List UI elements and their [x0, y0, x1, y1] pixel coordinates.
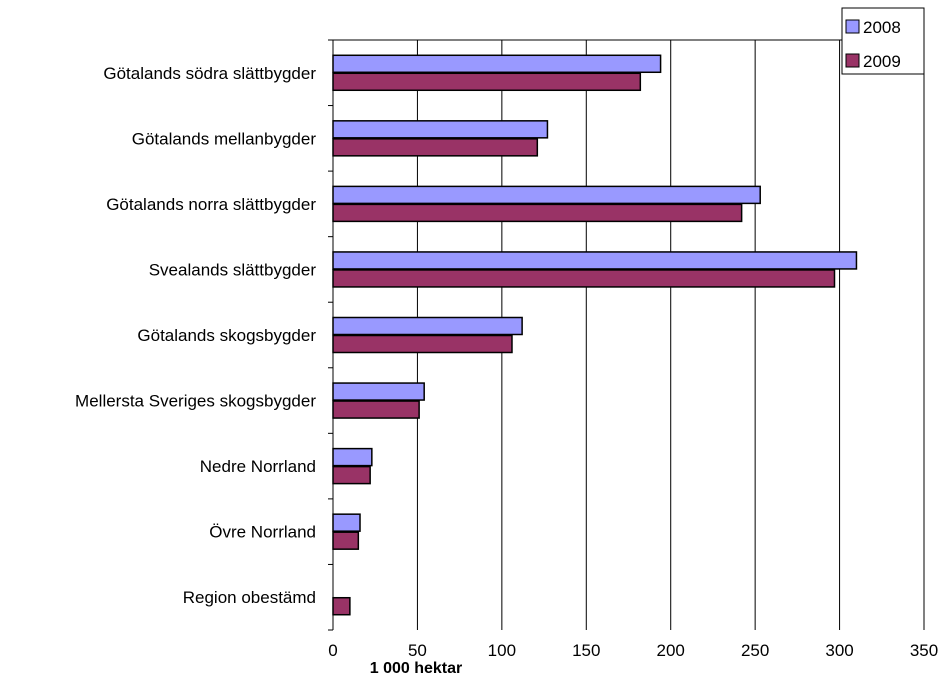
- x-tick-label-7: 350: [910, 641, 938, 660]
- legend-swatch-2009: [845, 53, 860, 68]
- x-axis-title: 1 000 hektar: [370, 660, 463, 677]
- bar-2009-6: [332, 465, 371, 485]
- bar-2008-1: [332, 120, 549, 139]
- x-tick-label-1: 50: [408, 641, 427, 660]
- bar-2008-7: [332, 513, 361, 532]
- bar-2008-0: [332, 54, 662, 74]
- category-label-7: Övre Norrland: [209, 523, 316, 542]
- x-tick-label-4: 200: [657, 641, 685, 660]
- x-tick-label-2: 100: [488, 641, 516, 660]
- category-label-0: Götalands södra slättbygder: [103, 64, 316, 83]
- bar-2008-2: [332, 185, 761, 205]
- category-labels: Götalands södra slättbygder Götalands mel…: [75, 64, 316, 607]
- axes: [328, 39, 334, 631]
- bar-2008-6: [332, 447, 373, 467]
- x-tick-label-0: 0: [328, 641, 337, 660]
- x-tick-label-3: 150: [572, 641, 600, 660]
- x-tick-label-6: 300: [825, 641, 853, 660]
- legend-swatch-2008: [845, 19, 860, 34]
- category-label-4: Götalands skogsbygder: [137, 326, 316, 345]
- bar-2009-2: [332, 203, 743, 223]
- bar-2009-0: [332, 72, 642, 92]
- category-label-8: Region obestämd: [183, 588, 316, 607]
- bar-2008-3: [332, 251, 858, 270]
- x-tick-labels: 0 50 100 150 200 250 300 350: [328, 641, 938, 660]
- bar-group: [332, 54, 858, 616]
- bar-2009-1: [332, 138, 539, 157]
- category-label-5: Mellersta Sveriges skogsbygder: [75, 392, 316, 411]
- bar-2009-3: [332, 269, 836, 288]
- bar-2009-7: [332, 531, 360, 550]
- bar-2009-8: [332, 596, 351, 616]
- bar-2008-4: [332, 316, 523, 336]
- bar-2009-4: [332, 334, 513, 354]
- category-label-2: Götalands norra slättbygder: [106, 195, 316, 214]
- bar-2008-5: [332, 382, 425, 401]
- category-label-1: Götalands mellanbygder: [132, 129, 317, 148]
- category-label-6: Nedre Norrland: [200, 457, 316, 476]
- legend-label-2009: 2009: [863, 52, 901, 71]
- category-label-3: Svealands slättbygder: [149, 260, 317, 279]
- legend-label-2008: 2008: [863, 18, 901, 37]
- legend: 2008 2009: [841, 7, 925, 75]
- bar-2009-5: [332, 400, 420, 419]
- x-tick-label-5: 250: [741, 641, 769, 660]
